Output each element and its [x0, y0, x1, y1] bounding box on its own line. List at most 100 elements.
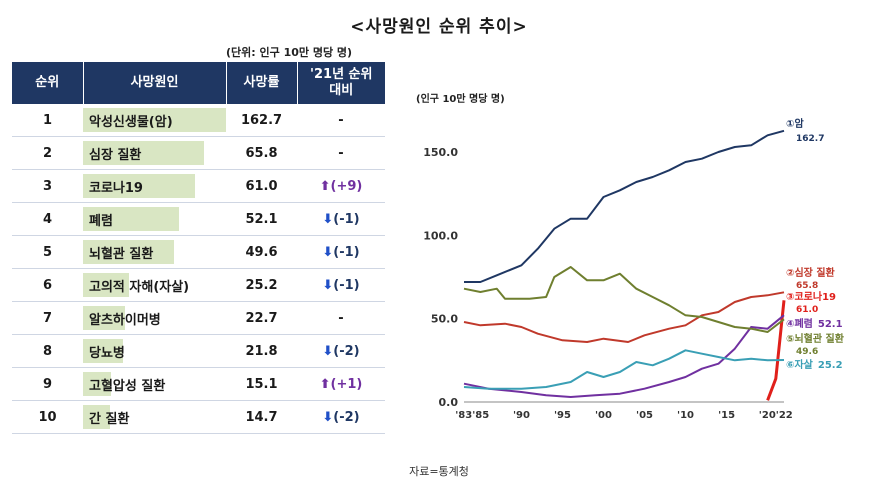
rank-cell: 10	[12, 400, 83, 434]
change-cell: ⬇(-1)	[297, 268, 385, 302]
change-cell: ⬇(-1)	[297, 202, 385, 236]
arrow-down-icon: ⬇	[322, 343, 334, 359]
source-note: 자료=통계청	[409, 465, 469, 478]
cause-cell: 고혈압성 질환	[83, 367, 226, 401]
rate-bar	[83, 405, 111, 429]
rank-cell: 3	[12, 169, 83, 203]
series-label-2: ②심장 질환	[786, 266, 836, 279]
rate-value: 15.1	[245, 376, 278, 392]
rank-cell: 9	[12, 367, 83, 401]
rate-cell: 15.1	[226, 367, 297, 401]
x-tick-label: '00	[595, 410, 612, 421]
cause-label: 뇌혈관 질환	[89, 246, 154, 262]
rate-value: 65.8	[245, 145, 278, 161]
cause-label: 폐렴	[89, 213, 113, 229]
change-cell: -	[297, 104, 385, 137]
table-row: 7 알츠하이머병 22.7 -	[12, 301, 385, 335]
series-label-4: ④폐렴	[786, 317, 813, 330]
cause-label: 코로나19	[89, 180, 143, 196]
rate-cell: 21.8	[226, 334, 297, 368]
rate-cell: 52.1	[226, 202, 297, 236]
rate-value: 14.7	[245, 409, 278, 425]
rank-cell: 6	[12, 268, 83, 302]
change-cell: -	[297, 136, 385, 170]
y-tick-label: 100.0	[423, 229, 458, 242]
header-rank: 순위	[12, 62, 84, 104]
y-axis-label: (인구 10만 명당 명)	[416, 92, 505, 105]
cause-label: 고혈압성 질환	[89, 378, 166, 394]
cause-label: 알츠하이머병	[89, 312, 161, 328]
rate-value: 22.7	[245, 310, 278, 326]
rank-cell: 4	[12, 202, 83, 236]
rank-table: 순위 사망원인 사망률 '21년 순위 대비 1 악성신생물(암) 162.7 - 2 심…	[12, 62, 385, 434]
change-cell: ⬆(+9)	[297, 169, 385, 203]
rate-value: 21.8	[245, 343, 278, 359]
x-tick-label: '15	[718, 410, 735, 421]
rank-cell: 1	[12, 104, 83, 137]
rate-bar	[83, 372, 111, 396]
cause-label: 심장 질환	[89, 147, 142, 163]
change-value: (-1)	[333, 277, 360, 293]
rate-bar	[83, 306, 125, 330]
cause-cell: 코로나19	[83, 169, 226, 203]
rate-value: 25.2	[245, 277, 278, 293]
arrow-down-icon: ⬇	[322, 244, 334, 260]
y-tick-label: 50.0	[431, 313, 458, 326]
x-tick-label: '95	[554, 410, 571, 421]
change-cell: -	[297, 301, 385, 335]
rate-value: 61.0	[245, 178, 278, 194]
rate-value: 49.6	[245, 244, 278, 260]
rate-cell: 162.7	[226, 104, 297, 137]
rate-bar	[83, 141, 205, 165]
header-rate: 사망률	[226, 62, 298, 104]
x-tick-label: '83'85	[455, 410, 489, 421]
arrow-up-icon: ⬆	[319, 178, 331, 194]
arrow-up-icon: ⬆	[319, 376, 331, 392]
x-tick-label: '90	[513, 410, 530, 421]
cause-cell: 악성신생물(암)	[83, 104, 383, 137]
table-row: 3 코로나19 61.0 ⬆(+9)	[12, 169, 385, 203]
cause-cell: 고의적 자해(자살)	[83, 268, 226, 302]
rate-cell: 65.8	[226, 136, 297, 170]
change-value: (-2)	[333, 409, 360, 425]
change-value: (-1)	[333, 244, 360, 260]
rank-cell: 7	[12, 301, 83, 335]
y-tick-label: 150.0	[423, 146, 458, 159]
table-row: 10 간 질환 14.7 ⬇(-2)	[12, 400, 385, 434]
cause-cell: 뇌혈관 질환	[83, 235, 226, 269]
cause-cell: 폐렴	[83, 202, 226, 236]
trend-chart: (인구 10만 명당 명) 0.0 50.0 100.0 150.0 '83'85 '90 '…	[416, 92, 845, 421]
table-row: 8 당뇨병 21.8 ⬇(-2)	[12, 334, 385, 368]
table-row: 4 폐렴 52.1 ⬇(-1)	[12, 202, 385, 236]
unit-note: (단위: 인구 10만 명당 명)	[226, 46, 353, 59]
series-line-5	[463, 266, 785, 333]
cause-cell: 알츠하이머병	[83, 301, 226, 335]
series-value-label-1: 162.7	[796, 134, 824, 144]
change-cell: ⬇(-2)	[297, 334, 385, 368]
series-line-6	[463, 349, 785, 390]
change-value: (-1)	[333, 211, 360, 227]
change-value: -	[338, 310, 344, 326]
main-title: <사망원인 순위 추이>	[350, 17, 528, 37]
rate-cell: 61.0	[226, 169, 297, 203]
header-cause: 사망원인	[83, 62, 227, 104]
rate-bar	[83, 273, 130, 297]
rate-cell: 22.7	[226, 301, 297, 335]
rate-bar	[83, 339, 124, 363]
table-row: 9 고혈압성 질환 15.1 ⬆(+1)	[12, 367, 385, 401]
series-value-label-6: 25.2	[818, 360, 843, 371]
change-value: (+9)	[330, 178, 363, 194]
x-tick-label: '10	[677, 410, 694, 421]
series-value-label-3: 61.0	[796, 305, 818, 315]
rank-cell: 8	[12, 334, 83, 368]
rate-bar	[83, 240, 175, 264]
arrow-down-icon: ⬇	[322, 211, 334, 227]
series-value-label-4: 52.1	[818, 319, 843, 330]
cause-label: 악성신생물(암)	[89, 114, 173, 130]
series-label-1: ①암	[786, 118, 804, 130]
rate-value: 162.7	[240, 112, 283, 128]
series-line-3	[766, 300, 786, 401]
change-cell: ⬆(+1)	[297, 367, 385, 401]
change-cell: ⬇(-1)	[297, 235, 385, 269]
table-header-row: 순위 사망원인 사망률 '21년 순위 대비	[12, 62, 385, 104]
